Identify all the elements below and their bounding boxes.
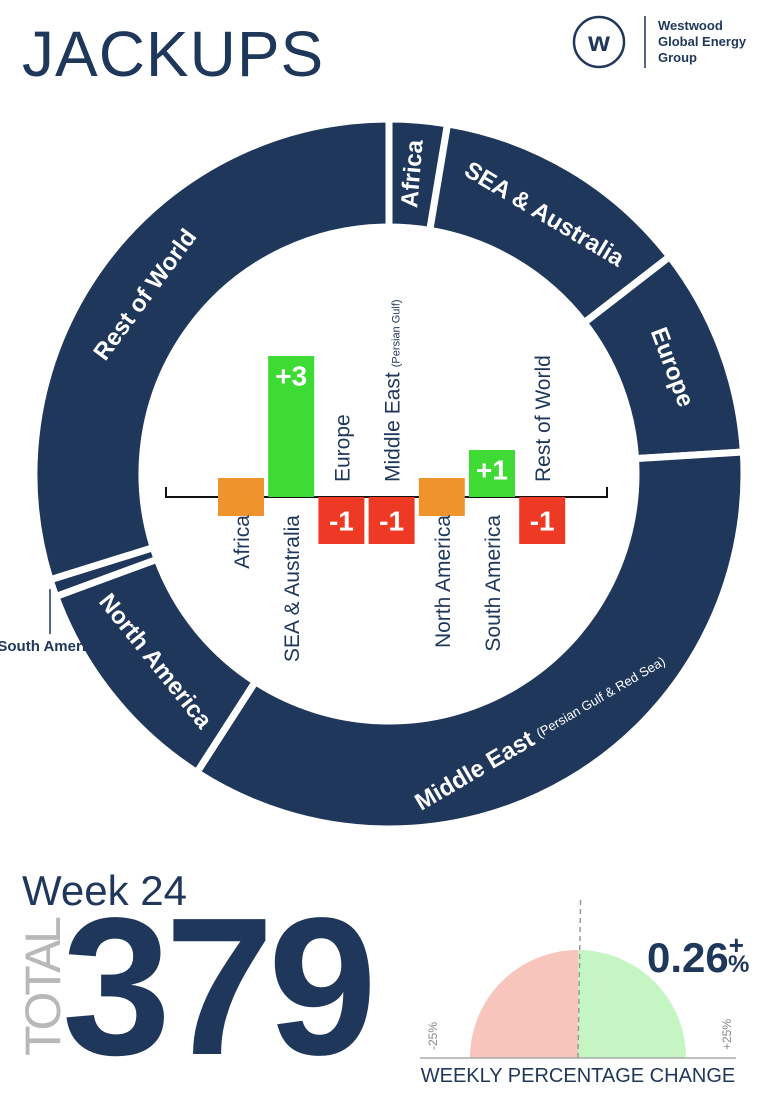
gauge-positive: [578, 950, 686, 1058]
gauge-negative: [470, 950, 578, 1058]
segment-label: Africa: [396, 138, 429, 209]
category-name: Rest of World: [532, 355, 555, 482]
category-label: Middle East (Persian Gulf): [382, 299, 405, 482]
value-number: 0.26: [647, 934, 729, 981]
value-unit: %: [728, 951, 749, 978]
total-value: 379: [62, 877, 371, 1096]
category-name: Europe: [331, 414, 354, 482]
category-name: South America: [482, 515, 505, 652]
category-label: SEA & Australia: [281, 515, 304, 662]
category-label: Africa: [231, 515, 254, 569]
value-label: -1: [329, 505, 354, 536]
donut-segment: [30, 115, 393, 585]
bar: [318, 497, 365, 544]
tick-label: +25%: [720, 1019, 734, 1050]
category-name: SEA & Australia: [281, 515, 304, 662]
category-label: Europe: [331, 414, 354, 482]
category-label: South America: [482, 515, 505, 652]
segment-name: Africa: [396, 138, 429, 209]
value-label: +3: [275, 360, 307, 391]
value-label: -1: [530, 505, 555, 536]
donut-segment: [192, 448, 748, 833]
bar: [519, 497, 566, 544]
total-label: TOTAL: [15, 916, 71, 1056]
value-sign: +: [729, 930, 744, 960]
logo-text: Westwood: [658, 18, 723, 33]
category-name: Middle East: [382, 372, 405, 482]
category-note: (Persian Gulf): [391, 299, 403, 367]
category-label: North America: [432, 515, 455, 648]
bar: [218, 478, 264, 516]
bar: [368, 497, 415, 544]
logo-text: Global Energy: [658, 34, 747, 49]
gauge-value: 0.26+%: [647, 930, 749, 981]
bar: [418, 478, 465, 516]
value-label: +1: [476, 454, 508, 485]
logo-ring: [572, 15, 626, 69]
page-title: JACKUPS: [22, 18, 324, 90]
logo-mark: w: [587, 26, 610, 57]
category-name: Africa: [231, 515, 254, 569]
category-name: North America: [432, 515, 455, 648]
logo-text: Group: [658, 50, 697, 65]
value-label: -1: [379, 505, 404, 536]
logo: w Westwood Global Energy Group: [572, 15, 747, 69]
x-axis-label: WEEKLY PERCENTAGE CHANGE: [421, 1065, 736, 1087]
category-label: Rest of World: [532, 355, 555, 482]
tick-label: -25%: [426, 1022, 440, 1050]
bar: [469, 450, 515, 497]
week-label: Week 24: [22, 867, 187, 914]
segment-label: South America: [0, 638, 103, 655]
bar: [268, 356, 315, 497]
